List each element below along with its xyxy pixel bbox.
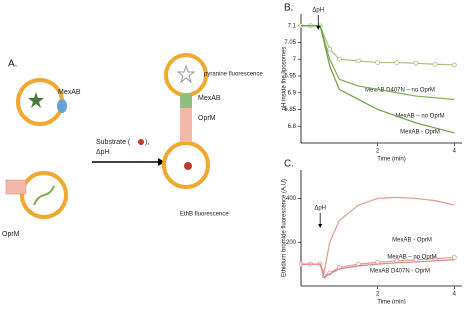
annotation-arrow-head (318, 224, 323, 228)
point (375, 60, 381, 65)
point (394, 60, 400, 65)
series-label: MexAB D407N - OprM (370, 269, 430, 275)
point (432, 61, 438, 67)
mexab-shape (180, 94, 192, 108)
substrate-icon (184, 162, 192, 170)
series-line (301, 25, 455, 134)
x-tick-label: 2 (376, 292, 380, 298)
y-tick-label: 6.9 (288, 90, 297, 96)
series-label: MexAB - OprM (400, 130, 440, 136)
annotation-arrow-head (316, 26, 321, 30)
y-axis-label: pH inside the liposomes (282, 47, 288, 111)
label: MexAB (198, 95, 221, 102)
label: pyranine fluorescence (204, 72, 263, 78)
mexab-shape (57, 99, 67, 113)
series-line (301, 259, 455, 279)
point (356, 58, 361, 64)
y-tick-label: 400 (286, 196, 297, 202)
panel-a: A. MexAB OprM Substrate ( ), ΔpH pyranin… (2, 53, 263, 238)
label: OprM (2, 231, 20, 238)
liposome (16, 78, 64, 126)
oprm-shape (180, 108, 192, 142)
y-tick-label: 7.05 (284, 40, 296, 46)
panel-label: A. (8, 59, 17, 70)
series-label: MexAB D407N – no OprM (365, 88, 435, 94)
star (28, 92, 44, 108)
y-tick-label: 6.8 (288, 124, 297, 130)
panel-label: B. (284, 3, 293, 14)
x-tick-label: 4 (453, 292, 457, 298)
dna (33, 185, 55, 206)
star (176, 64, 196, 84)
substrate-icon (138, 139, 144, 145)
point (413, 60, 419, 66)
label: MexAB (58, 89, 81, 96)
label: ), (145, 139, 149, 146)
x-tick-label: 2 (376, 149, 380, 155)
point (327, 46, 333, 52)
y-axis-label: Ethidium bromide fluorescence (A.U) (282, 179, 288, 277)
label: ΔpH (96, 149, 110, 156)
annotation: ΔpH (312, 8, 324, 14)
label: OprM (198, 115, 216, 122)
y-tick-label: 6.85 (284, 107, 296, 113)
liposome (20, 171, 68, 219)
liposome (164, 53, 208, 97)
y-tick-label: 200 (286, 240, 297, 246)
series-label: MexAB - OprM (392, 238, 432, 244)
series-label: MexAB – no OprM (395, 114, 444, 120)
point (336, 56, 342, 62)
series-line (301, 25, 455, 66)
series-label: MexAB – no OprM (387, 255, 436, 261)
y-tick-label: 7.1 (288, 23, 297, 29)
label: EthB fluorescence (180, 212, 229, 218)
point (451, 255, 457, 260)
y-tick-label: 7 (293, 57, 297, 63)
x-axis-label: Time (min) (377, 157, 405, 163)
x-axis-label: Time (min) (377, 300, 405, 304)
liposome (162, 141, 210, 189)
point (451, 62, 457, 68)
panel-label: C. (284, 159, 294, 170)
oprm-shape (5, 179, 27, 195)
label: Substrate ( (96, 139, 131, 146)
x-tick-label: 4 (453, 149, 457, 155)
y-tick-label: 6.95 (284, 74, 296, 80)
arrow-head (158, 158, 165, 166)
annotation: ΔpH (314, 206, 326, 212)
